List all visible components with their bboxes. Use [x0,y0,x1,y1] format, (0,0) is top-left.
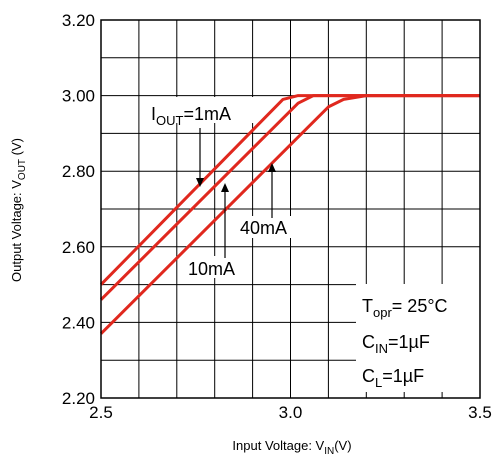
x-tick-label: 3.0 [279,403,303,422]
x-axis-label: Input Voltage: VIN(V) [232,438,351,456]
y-tick-label: 3.00 [62,87,95,106]
grid [101,20,480,398]
arrow-40ma [268,163,276,218]
arrow-10ma [221,183,229,258]
y-tick-label: 2.80 [62,162,95,181]
iout-label-bg [148,97,254,123]
y-axis-label: Output Voltage: VOUT (V) [9,138,28,282]
series-line-40ma [99,94,480,335]
x-tick-label: 2.5 [89,403,113,422]
condition-cin: CIN=1µF [362,332,430,356]
y-tick-label: 2.40 [62,313,95,332]
iout-label: IOUT=1mA [151,104,231,128]
label-10ma-bg [186,256,248,278]
plot-frame [100,19,481,399]
label-40ma-bg [238,216,298,238]
condition-cl: CL=1µF [362,366,424,390]
annotations: IOUT=1mA 10mA 40mA [148,97,298,279]
condition-topr: Topr= 25°C [362,296,448,320]
conditions-box: Topr= 25°C CIN=1µF CL=1µF [356,284,484,392]
y-tick-label: 2.20 [62,389,95,408]
label-40ma: 40mA [240,218,287,238]
y-tick-label: 3.20 [62,11,95,30]
ticks: 2.20 2.40 2.60 2.80 3.00 3.20 2.5 3.0 3.5 [62,11,492,422]
x-tick-label: 3.5 [468,403,492,422]
y-tick-label: 2.60 [62,238,95,257]
series [99,94,480,335]
arrow-1ma [196,128,204,187]
label-10ma: 10mA [188,259,235,279]
